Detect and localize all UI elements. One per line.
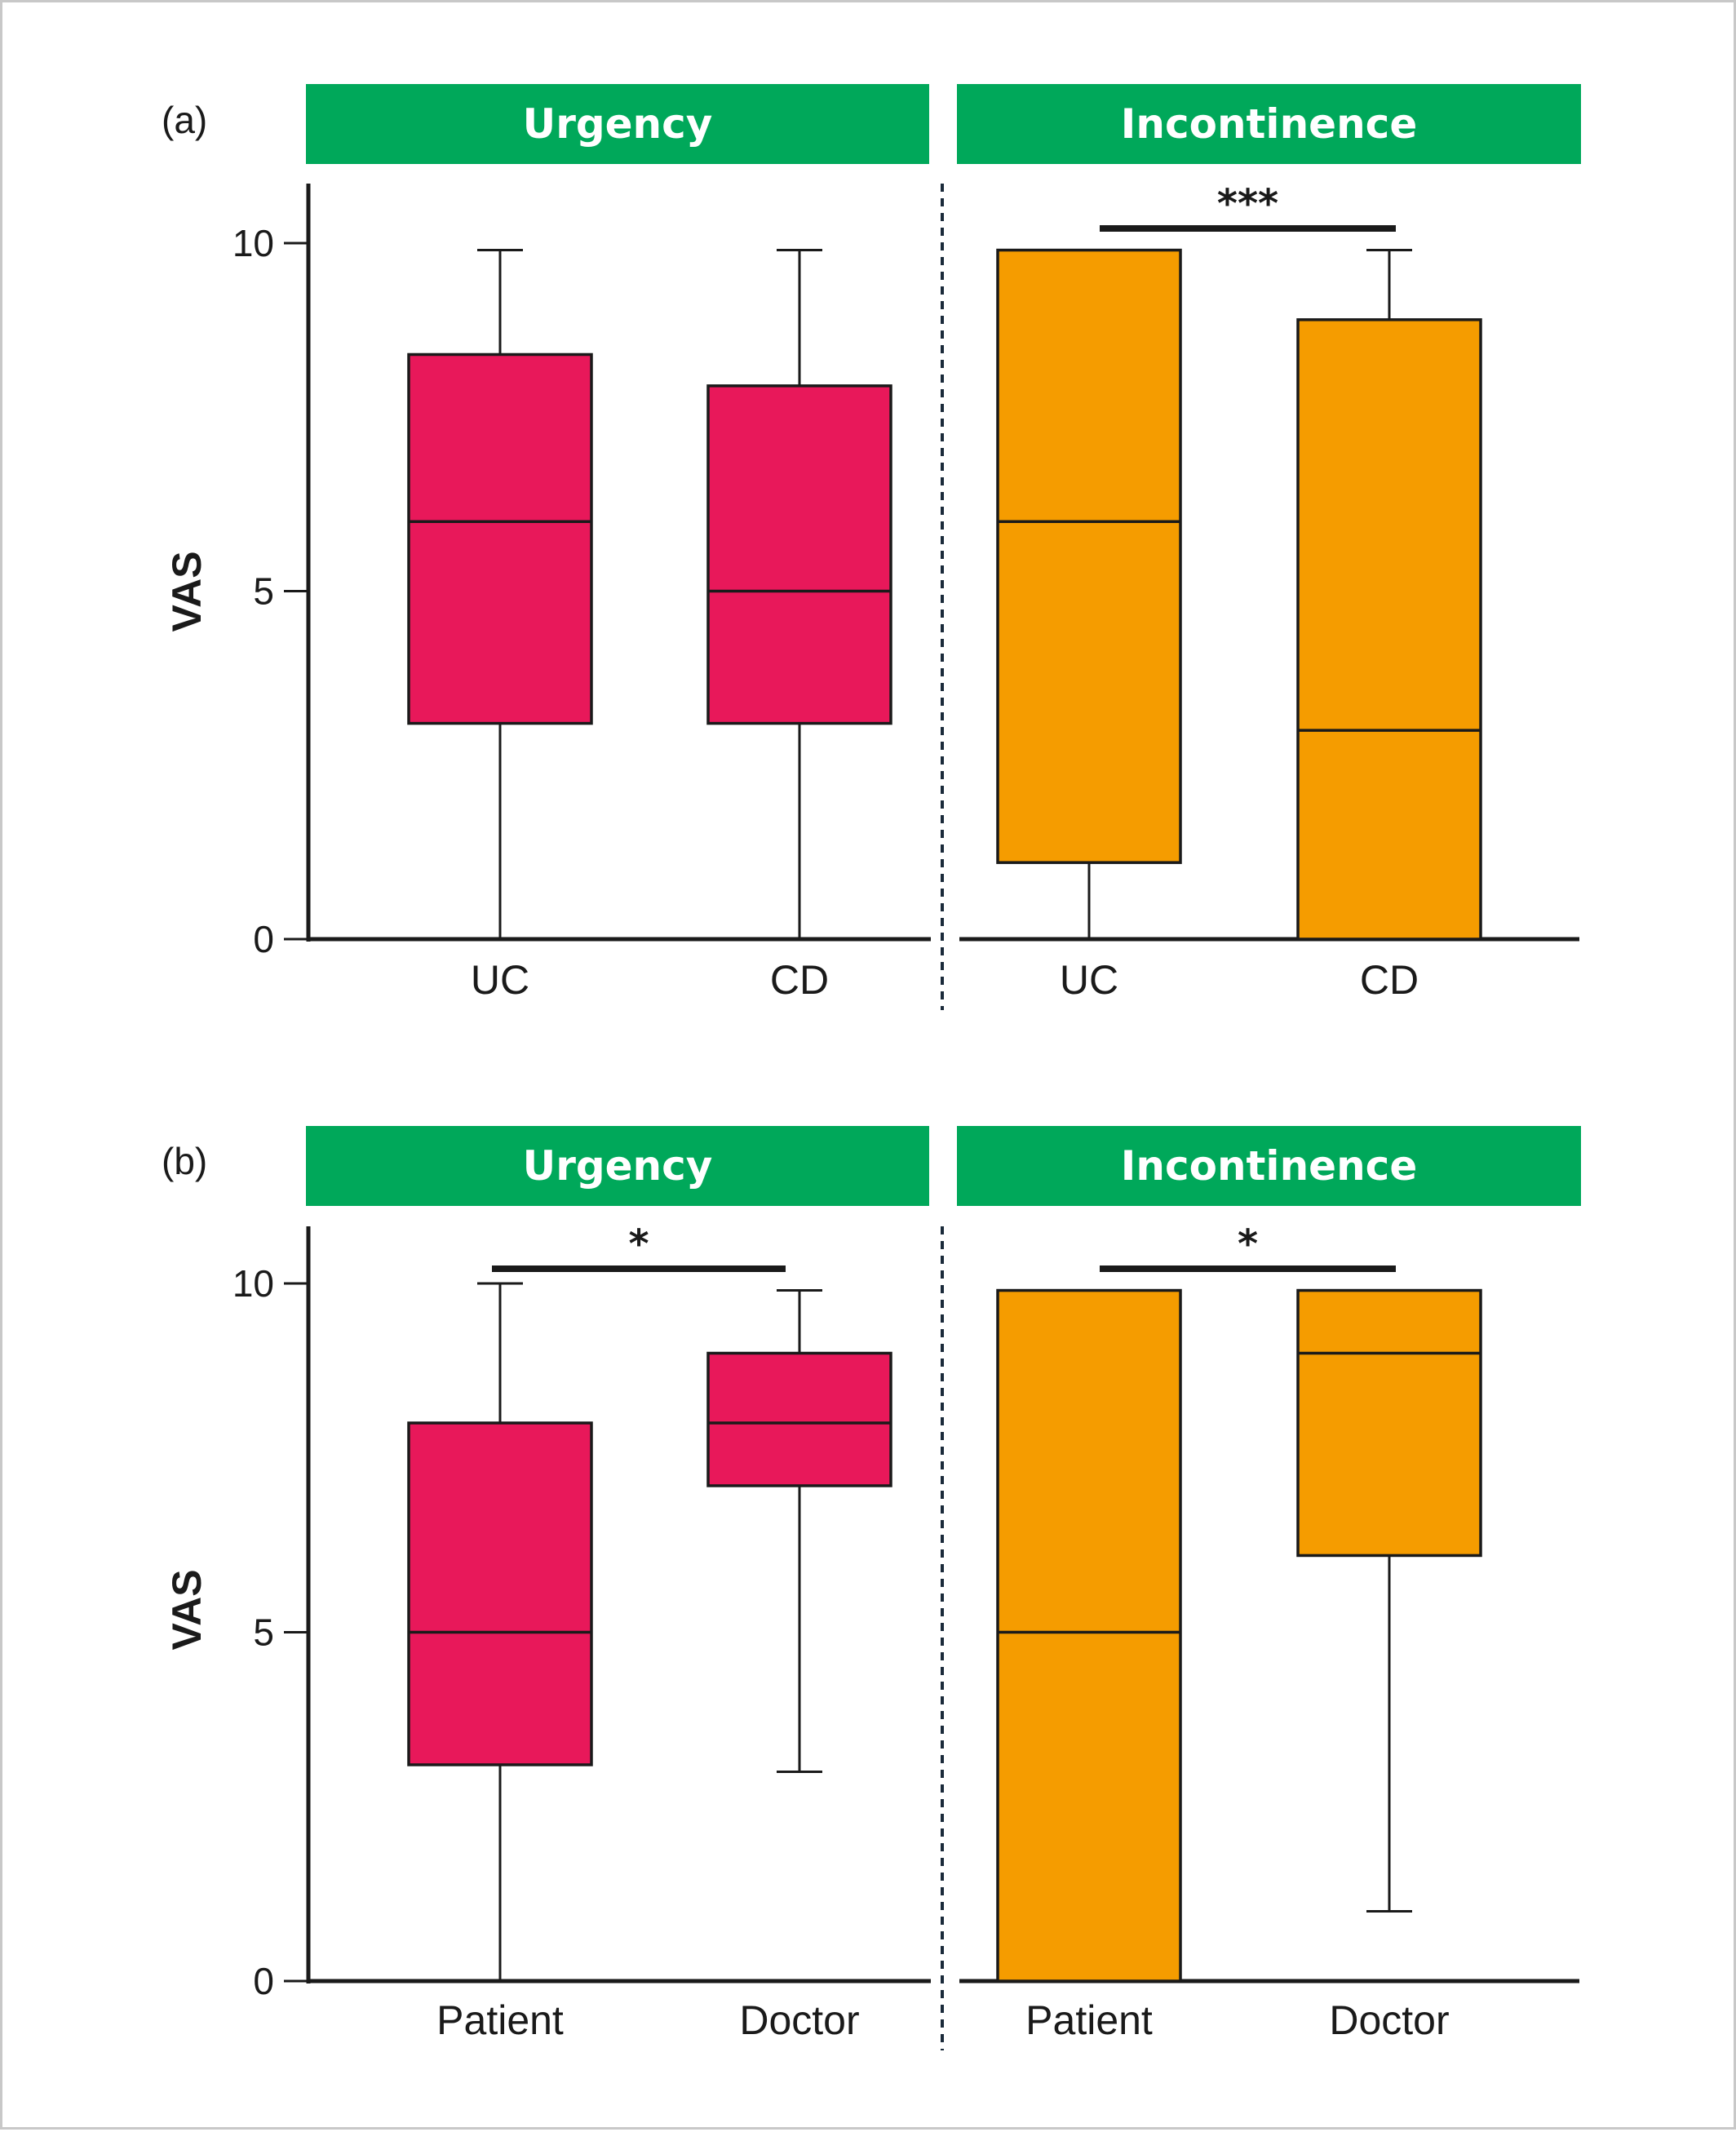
y-tick-label: 10 bbox=[232, 222, 274, 264]
box-iqr bbox=[1296, 1288, 1482, 1558]
group-urgency: Urgency Patient Doctor * bbox=[306, 1126, 931, 2043]
y-axis-label: VAS bbox=[164, 1569, 210, 1650]
box-doctor: Doctor bbox=[1296, 1288, 1482, 2043]
group-title: Incontinence bbox=[1121, 100, 1417, 148]
x-category-label: CD bbox=[770, 957, 829, 1003]
x-category-label: CD bbox=[1360, 957, 1419, 1003]
box-iqr bbox=[706, 1351, 892, 1487]
group-banner bbox=[957, 1126, 1581, 1206]
panel-label: (b) bbox=[162, 1140, 207, 1182]
box-doctor: Doctor bbox=[706, 1289, 892, 2043]
x-category-label: UC bbox=[1060, 957, 1118, 1003]
y-tick-label: 10 bbox=[232, 1262, 274, 1305]
box-iqr bbox=[996, 1288, 1182, 1983]
y-tick-label: 5 bbox=[253, 570, 274, 613]
panel-a: (a) VAS 0 5 10 Urgency UC CD Incontinence UC CD *** bbox=[162, 84, 1581, 1010]
group-banner bbox=[306, 84, 929, 164]
x-category-label: Doctor bbox=[1329, 1997, 1449, 2043]
box-iqr bbox=[1296, 318, 1482, 941]
box-iqr bbox=[407, 1421, 593, 1766]
x-category-label: Patient bbox=[1025, 1997, 1153, 2043]
group-urgency: Urgency UC CD bbox=[306, 84, 931, 1003]
y-tick-label: 0 bbox=[253, 918, 274, 960]
x-category-label: Patient bbox=[436, 1997, 564, 2043]
x-category-label: UC bbox=[471, 957, 529, 1003]
y-axis-label: VAS bbox=[164, 551, 210, 632]
group-incontinence: Incontinence UC CD *** bbox=[957, 84, 1581, 1003]
significance-marker: * bbox=[1238, 1221, 1258, 1267]
group-title: Incontinence bbox=[1121, 1142, 1417, 1190]
group-banner bbox=[306, 1126, 929, 1206]
box-uc: UC bbox=[407, 249, 593, 1003]
significance-marker: *** bbox=[1217, 181, 1278, 227]
x-category-label: Doctor bbox=[739, 1997, 859, 2043]
box-iqr bbox=[996, 248, 1182, 864]
box-iqr bbox=[407, 352, 593, 725]
group-incontinence: Incontinence Patient Doctor * bbox=[957, 1126, 1581, 2043]
box-cd: CD bbox=[706, 249, 892, 1003]
box-iqr bbox=[706, 384, 892, 725]
box-patient: Patient bbox=[407, 1282, 593, 2043]
group-banner bbox=[957, 84, 1581, 164]
y-tick-label: 5 bbox=[253, 1611, 274, 1654]
group-title: Urgency bbox=[523, 100, 713, 148]
box-cd: CD bbox=[1296, 249, 1482, 1003]
box-uc: UC bbox=[996, 248, 1182, 1003]
box-patient: Patient bbox=[996, 1288, 1182, 2043]
panel-label: (a) bbox=[162, 99, 207, 141]
group-title: Urgency bbox=[523, 1142, 713, 1190]
y-tick-label: 0 bbox=[253, 1960, 274, 2002]
significance-marker: * bbox=[628, 1221, 649, 1267]
